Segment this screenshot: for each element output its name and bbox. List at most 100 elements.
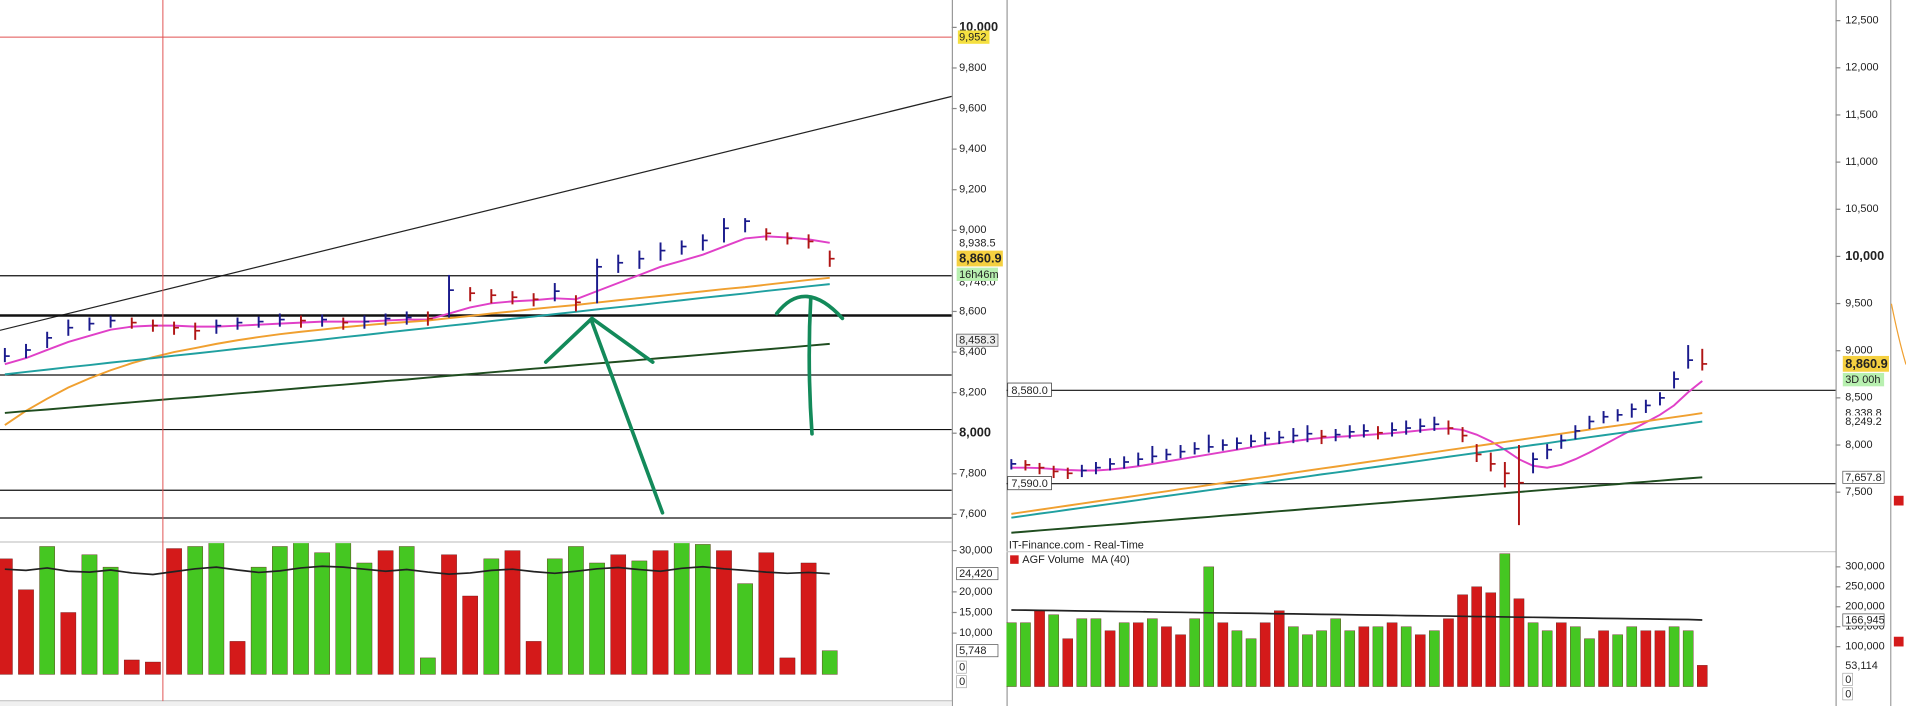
- volume-bar: [716, 550, 732, 675]
- volume-bar: [1076, 618, 1088, 687]
- crosshair-label: 9,952: [959, 32, 986, 44]
- y-tick-label: 10,000: [959, 627, 992, 639]
- level-label-box: [1007, 382, 1052, 397]
- next-panel-icon: [1893, 636, 1904, 647]
- end-value-box: [1842, 687, 1853, 701]
- scrollbar[interactable]: [0, 701, 952, 706]
- y-tick-label: 200,000: [1845, 601, 1884, 613]
- y-tick-label: 10,500: [1845, 203, 1878, 215]
- volume-bar: [1062, 638, 1074, 687]
- volume-bar: [293, 543, 309, 675]
- value-marker-box: [1842, 659, 1885, 672]
- end-value-box: [956, 675, 967, 689]
- volume-bar: [1668, 626, 1680, 687]
- volume-title: AGF Volume: [1022, 554, 1084, 566]
- y-tick-label: 12,000: [1845, 62, 1878, 74]
- y-tick-label: 8,500: [1845, 392, 1872, 404]
- volume-bar: [398, 546, 415, 675]
- volume-bar: [1217, 622, 1229, 687]
- value-marker-box: [1842, 613, 1885, 627]
- y-tick-label: 100,000: [1845, 641, 1884, 653]
- y-tick-label: 7,600: [959, 508, 986, 520]
- volume-bar: [145, 661, 161, 675]
- y-tick-label: 8,400: [959, 346, 986, 358]
- volume-bar: [1302, 634, 1313, 687]
- value-marker-box: [956, 250, 1003, 267]
- volume-ma: [4, 565, 830, 576]
- source-label: IT-Finance.com - Real-Time: [1009, 539, 1144, 551]
- level-label: 7,590.0: [1011, 478, 1047, 490]
- volume-bar: [504, 550, 521, 675]
- volume-bar: [652, 550, 669, 675]
- y-tick-label: 150,000: [1845, 621, 1884, 633]
- volume-bar: [1273, 610, 1285, 687]
- volume-bar: [1344, 630, 1356, 687]
- volume-bar: [800, 562, 817, 675]
- value-marker-box: [956, 567, 999, 581]
- value-marker-box: [956, 644, 999, 658]
- plot-area: [0, 543, 838, 675]
- volume-bar: [1161, 626, 1172, 687]
- volume-bar: [1048, 614, 1059, 687]
- volume-bar: [737, 583, 753, 675]
- volume-bar: [1682, 630, 1694, 687]
- volume-bar: [1006, 622, 1017, 687]
- volume-ma: [1011, 609, 1703, 621]
- value-marker-box: [1842, 415, 1885, 428]
- volume-bar: [1471, 586, 1482, 687]
- volume-bar: [1090, 618, 1102, 687]
- volume-bar: [0, 558, 13, 675]
- end-value-box: [1842, 672, 1853, 686]
- y-tick-label: 7,800: [959, 468, 986, 480]
- annotation-arrows: [543, 294, 845, 515]
- y-tick-label: 9,400: [959, 143, 986, 155]
- y-tick-label: 15,000: [959, 606, 992, 618]
- crosshair-label-box: [957, 30, 990, 44]
- y-tick-label: 11,500: [1845, 109, 1878, 121]
- volume-bar: [250, 566, 267, 675]
- volume-bar: [1527, 622, 1539, 687]
- value-marker-box: [956, 333, 999, 347]
- volume-bar: [60, 612, 77, 675]
- moving-average: [1011, 380, 1703, 472]
- y-tick-label: 11,000: [1845, 156, 1878, 168]
- volume-bar: [1457, 594, 1468, 687]
- volume-bar: [1513, 598, 1525, 687]
- volume-bar: [1386, 622, 1398, 687]
- end-value-label: 0: [959, 676, 965, 688]
- y-tick-label: 250,000: [1845, 581, 1884, 593]
- arrow-head: [774, 294, 845, 321]
- volume-bar: [1189, 618, 1200, 687]
- volume-bar: [335, 543, 352, 675]
- value-marker-label: 8,458.3: [959, 335, 995, 347]
- next-panel-line: [1890, 303, 1906, 365]
- y-tick-label: 9,800: [959, 62, 986, 74]
- volume-bar: [187, 546, 204, 675]
- y-tick-label: 8,200: [959, 387, 986, 399]
- volume-bar: [1330, 618, 1341, 687]
- y-tick-label: 8,000: [959, 425, 991, 440]
- y-tick-label: 9,000: [1845, 345, 1872, 357]
- value-marker-label: 8,860.9: [1845, 356, 1888, 371]
- volume-bar: [546, 558, 563, 675]
- volume-bar: [1443, 618, 1454, 687]
- volume-bar: [356, 562, 373, 675]
- y-tick-label: 8,600: [959, 305, 986, 317]
- value-marker-label: 8,338.8: [1845, 408, 1881, 420]
- volume-bar: [1499, 553, 1511, 687]
- volume-bar: [1570, 626, 1581, 687]
- end-value-label: 0: [1845, 674, 1851, 686]
- value-marker-label: 8,860.9: [959, 251, 1002, 266]
- volume-bar: [166, 548, 182, 675]
- moving-average: [4, 342, 830, 414]
- volume-bar: [272, 546, 288, 675]
- end-value-label: 0: [959, 662, 965, 674]
- y-tick-label: 300,000: [1845, 561, 1884, 573]
- volume-bar: [1020, 622, 1031, 687]
- volume-bar: [81, 554, 98, 675]
- volume-bar: [1034, 610, 1045, 687]
- volume-bar: [314, 552, 330, 675]
- plot-area: [1006, 345, 1836, 534]
- value-marker-label: 8,249.2: [1845, 416, 1881, 428]
